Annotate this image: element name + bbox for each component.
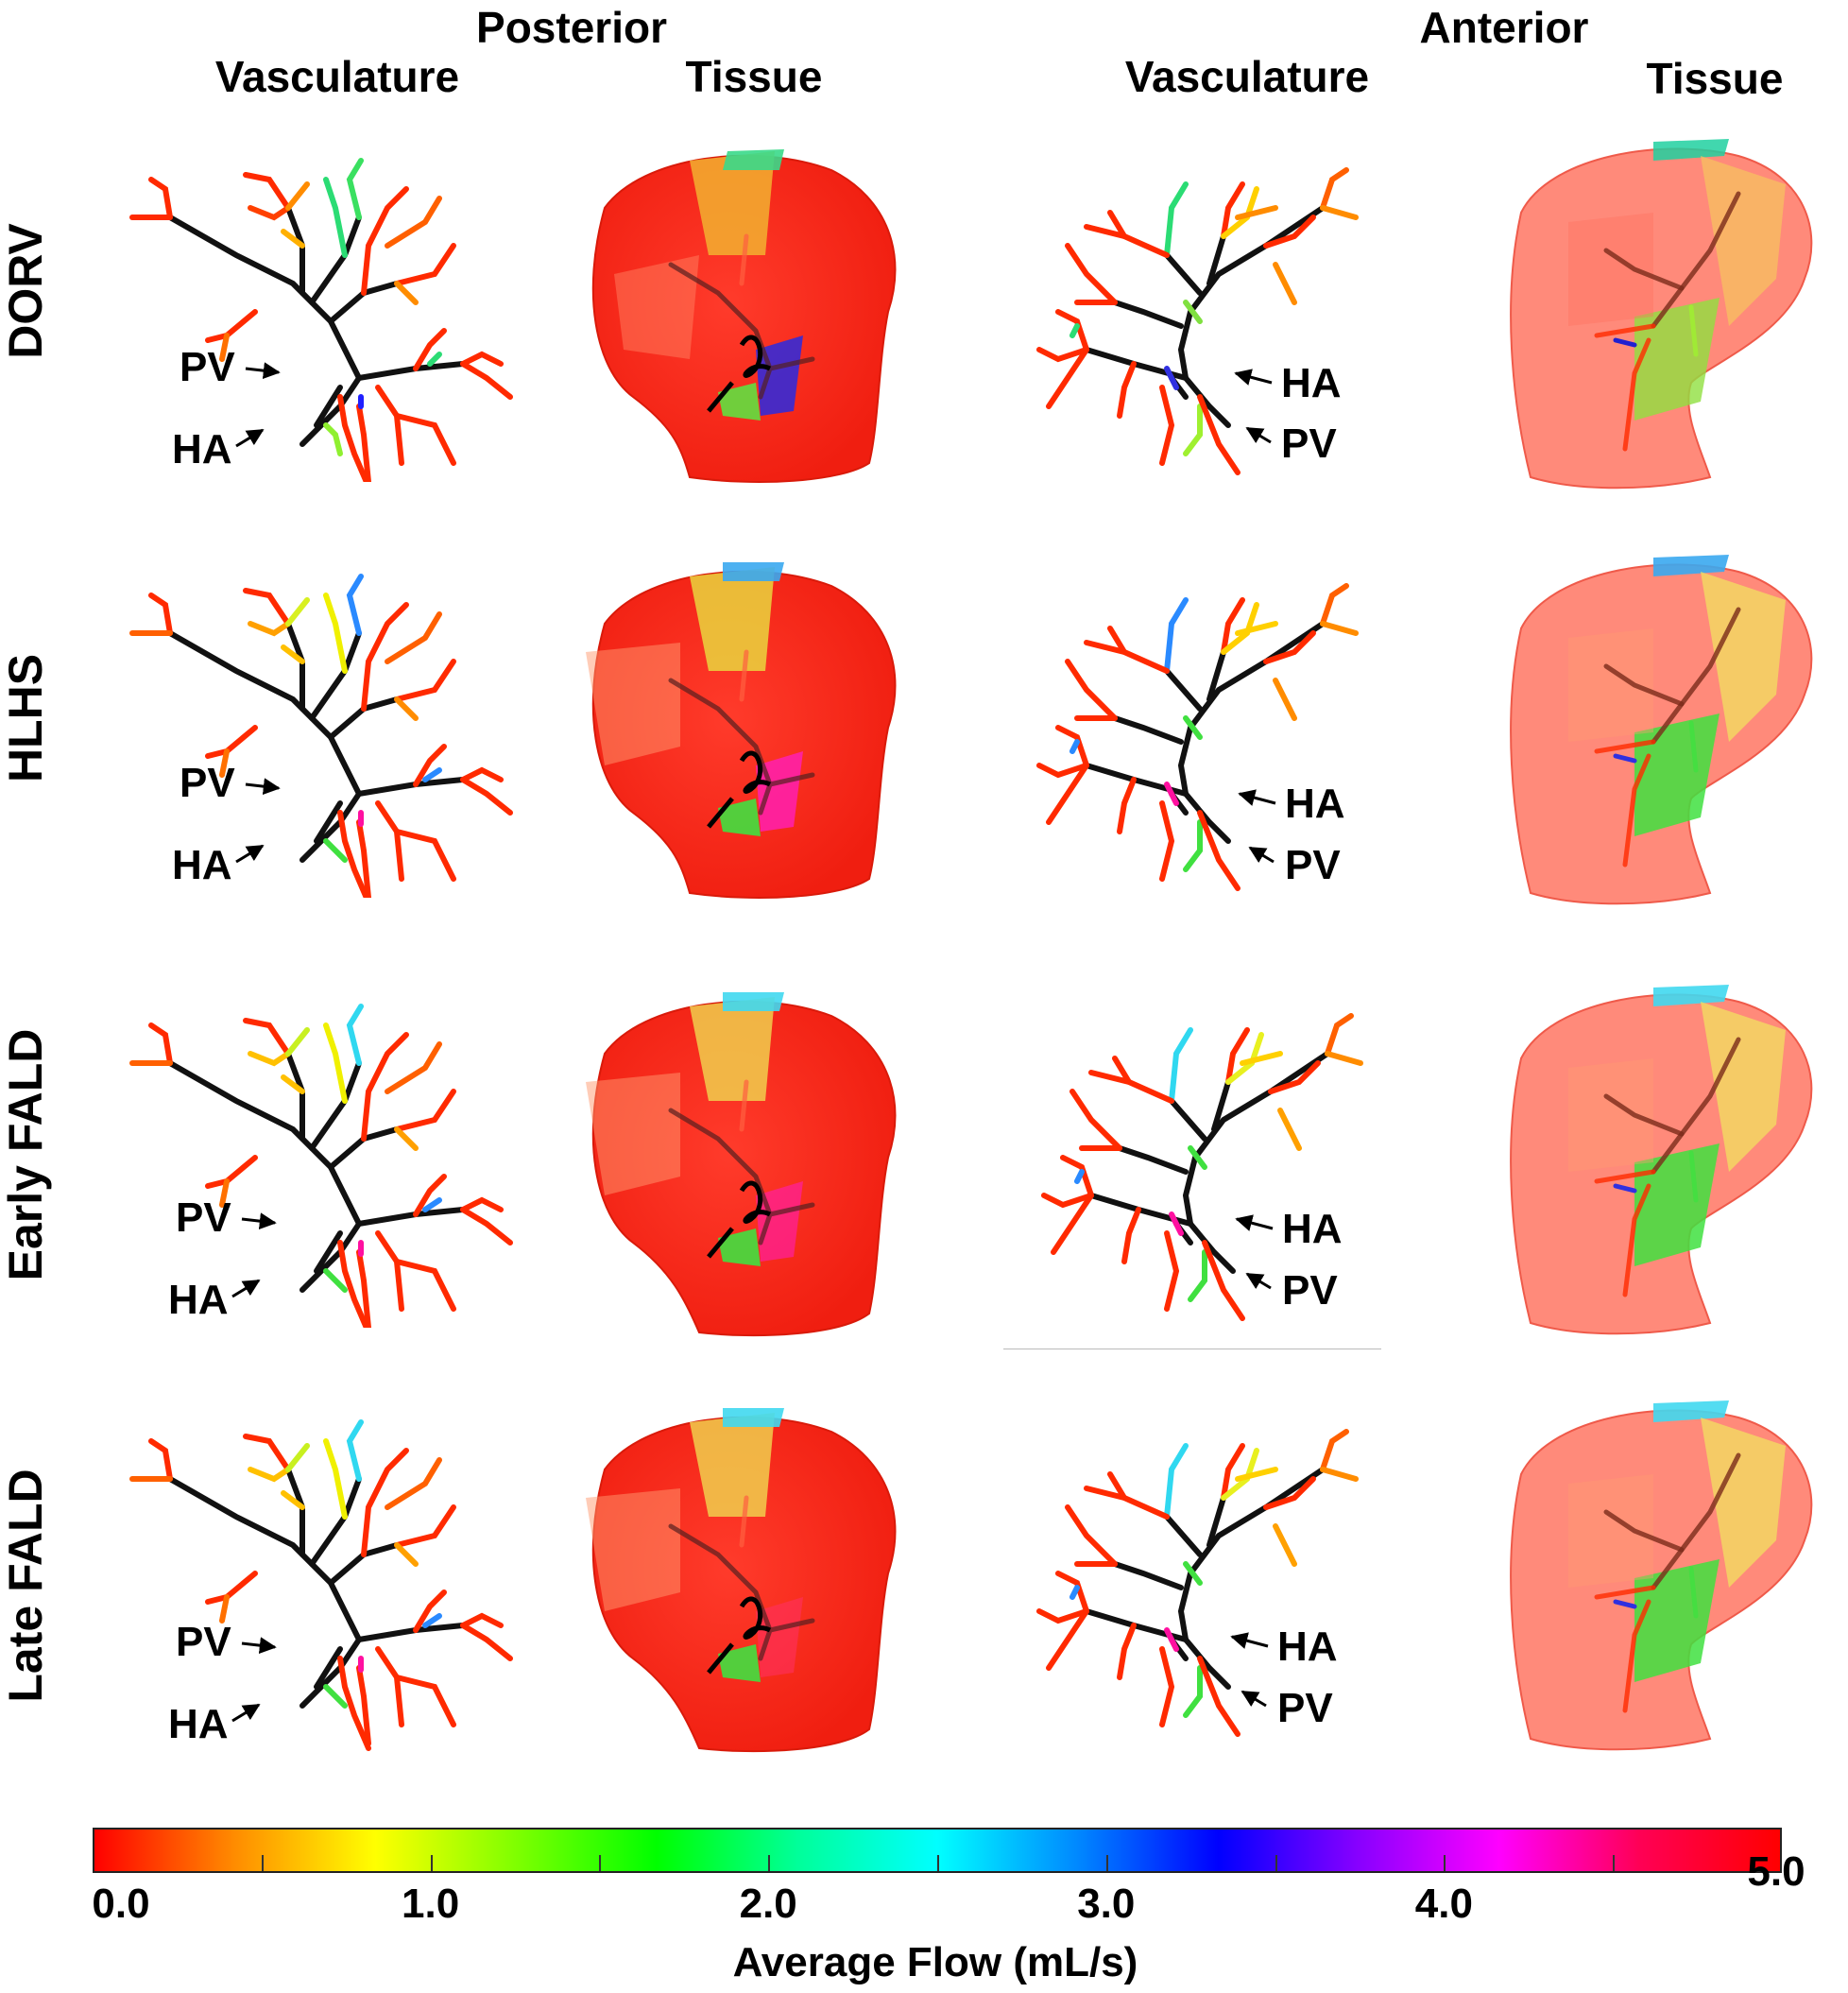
anterior-header: Anterior xyxy=(1419,3,1589,52)
colorbar-tick-label: 2.0 xyxy=(739,1881,797,1927)
hlhs-anterior-pv-label: PV xyxy=(1285,842,1341,888)
colorbar-tick xyxy=(768,1855,771,1871)
late-fald-posterior-ha-label: HA xyxy=(168,1701,229,1747)
dorv-anterior-vasculature: HA PV xyxy=(1036,167,1359,475)
row-label-dorv: DORV xyxy=(0,223,52,359)
hlhs-posterior-ha-label: HA xyxy=(172,842,232,888)
early-fald-anterior-vasculature: HA PV xyxy=(1041,1013,1363,1321)
colorbar-tick-label: 4.0 xyxy=(1414,1881,1473,1927)
row-label-hlhs: HLHS xyxy=(0,653,52,783)
hlhs-posterior-vasculature: PV HA xyxy=(129,574,513,898)
tissue-posterior-header: Tissue xyxy=(685,52,823,101)
dorv-posterior-pv-label: PV xyxy=(180,344,235,390)
colorbar-tick-label: 3.0 xyxy=(1077,1881,1136,1927)
late-fald-anterior-ha-label: HA xyxy=(1277,1624,1338,1670)
early-fald-posterior-vasculature: PV HA xyxy=(129,1004,513,1328)
dorv-posterior-ha-label: HA xyxy=(172,426,232,472)
colorbar-tick xyxy=(1613,1855,1616,1871)
colorbar-tick xyxy=(261,1855,264,1871)
vasculature-posterior-header: Vasculature xyxy=(214,52,460,101)
dorv-posterior-tissue xyxy=(591,149,897,483)
colorbar-tick-label: 0.0 xyxy=(92,1881,150,1927)
vasculature-anterior-header: Vasculature xyxy=(1124,52,1370,101)
colorbar-tick xyxy=(430,1855,433,1871)
dorv-posterior-vasculature: PV HA xyxy=(129,158,513,482)
late-fald-posterior-tissue xyxy=(586,1408,897,1753)
early-fald-posterior-ha-label: HA xyxy=(168,1277,229,1323)
colorbar-title: Average Flow (mL/s) xyxy=(732,1939,1138,1985)
late-fald-anterior-vasculature: HA PV xyxy=(1036,1429,1359,1737)
tissue-anterior-header: Tissue xyxy=(1646,54,1784,103)
hlhs-anterior-vasculature: HA PV xyxy=(1036,583,1359,891)
early-fald-posterior-pv-label: PV xyxy=(176,1194,231,1241)
colorbar-tick xyxy=(599,1855,602,1871)
colorbar-tick xyxy=(1444,1855,1446,1871)
early-fald-anterior-ha-label: HA xyxy=(1282,1206,1343,1252)
colorbar-tick-label: 1.0 xyxy=(402,1881,460,1927)
hlhs-anterior-tissue xyxy=(1510,555,1813,905)
posterior-header: Posterior xyxy=(476,3,667,52)
dorv-anterior-pv-label: PV xyxy=(1281,421,1337,467)
colorbar-tick xyxy=(1275,1855,1277,1871)
hlhs-posterior-pv-label: PV xyxy=(180,760,235,806)
early-fald-posterior-tissue xyxy=(586,992,897,1337)
colorbar-tick xyxy=(1105,1855,1108,1871)
colorbar-tick-label: 5.0 xyxy=(1747,1848,1805,1895)
row-label-early-fald: Early FALD xyxy=(0,1028,52,1281)
dorv-anterior-ha-label: HA xyxy=(1281,360,1342,406)
dorv-anterior-tissue xyxy=(1510,139,1813,490)
hlhs-anterior-ha-label: HA xyxy=(1285,781,1345,827)
early-fald-anterior-pv-label: PV xyxy=(1282,1267,1338,1314)
late-fald-anterior-pv-label: PV xyxy=(1277,1685,1333,1731)
early-fald-anterior-tissue xyxy=(1510,985,1813,1335)
late-fald-posterior-pv-label: PV xyxy=(176,1619,231,1665)
late-fald-posterior-vasculature: PV HA xyxy=(129,1419,513,1751)
hlhs-posterior-tissue xyxy=(586,562,897,899)
late-fald-anterior-tissue xyxy=(1510,1400,1813,1751)
row-label-late-fald: Late FALD xyxy=(0,1469,52,1703)
colorbar-tick xyxy=(937,1855,939,1871)
